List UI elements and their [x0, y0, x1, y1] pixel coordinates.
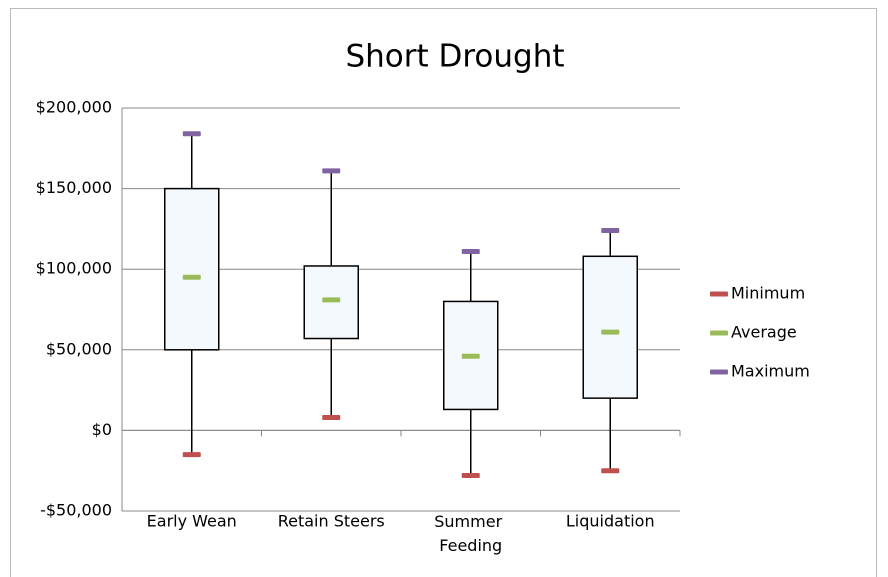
- x-tick-label-line: Summer: [434, 512, 507, 531]
- x-tick-label: Summer Feeding: [434, 512, 507, 555]
- marker: [182, 131, 201, 137]
- x-tick-label: Liquidation: [566, 512, 655, 531]
- marker: [461, 248, 480, 254]
- y-tick-label: $50,000: [46, 339, 112, 358]
- legend-swatch: [710, 291, 728, 297]
- legend-label: Average: [731, 323, 797, 342]
- marker: [601, 228, 620, 234]
- marker: [182, 274, 201, 280]
- legend-swatch: [710, 369, 728, 375]
- legend-label: Minimum: [731, 284, 805, 303]
- box: [164, 187, 220, 351]
- y-tick-label: $0: [92, 420, 112, 439]
- marker: [461, 353, 480, 359]
- chart-title: Short Drought: [345, 39, 564, 75]
- y-tick-label: $150,000: [36, 178, 112, 197]
- box: [582, 255, 638, 399]
- marker: [461, 473, 480, 479]
- marker: [322, 168, 341, 174]
- y-tick-label: $100,000: [36, 259, 112, 278]
- y-tick-label: -$50,000: [40, 501, 112, 520]
- x-tick-label: Retain Steers: [278, 512, 385, 531]
- chart-frame: [10, 8, 877, 577]
- marker: [601, 468, 620, 474]
- marker: [601, 329, 620, 335]
- y-tick-label: $200,000: [36, 98, 112, 117]
- x-tick-label: Early Wean: [147, 512, 237, 531]
- marker: [322, 297, 341, 303]
- marker: [322, 415, 341, 421]
- x-tick-label-line: Feeding: [439, 536, 502, 555]
- legend-swatch: [710, 330, 728, 336]
- legend-label: Maximum: [731, 362, 810, 381]
- marker: [182, 452, 201, 458]
